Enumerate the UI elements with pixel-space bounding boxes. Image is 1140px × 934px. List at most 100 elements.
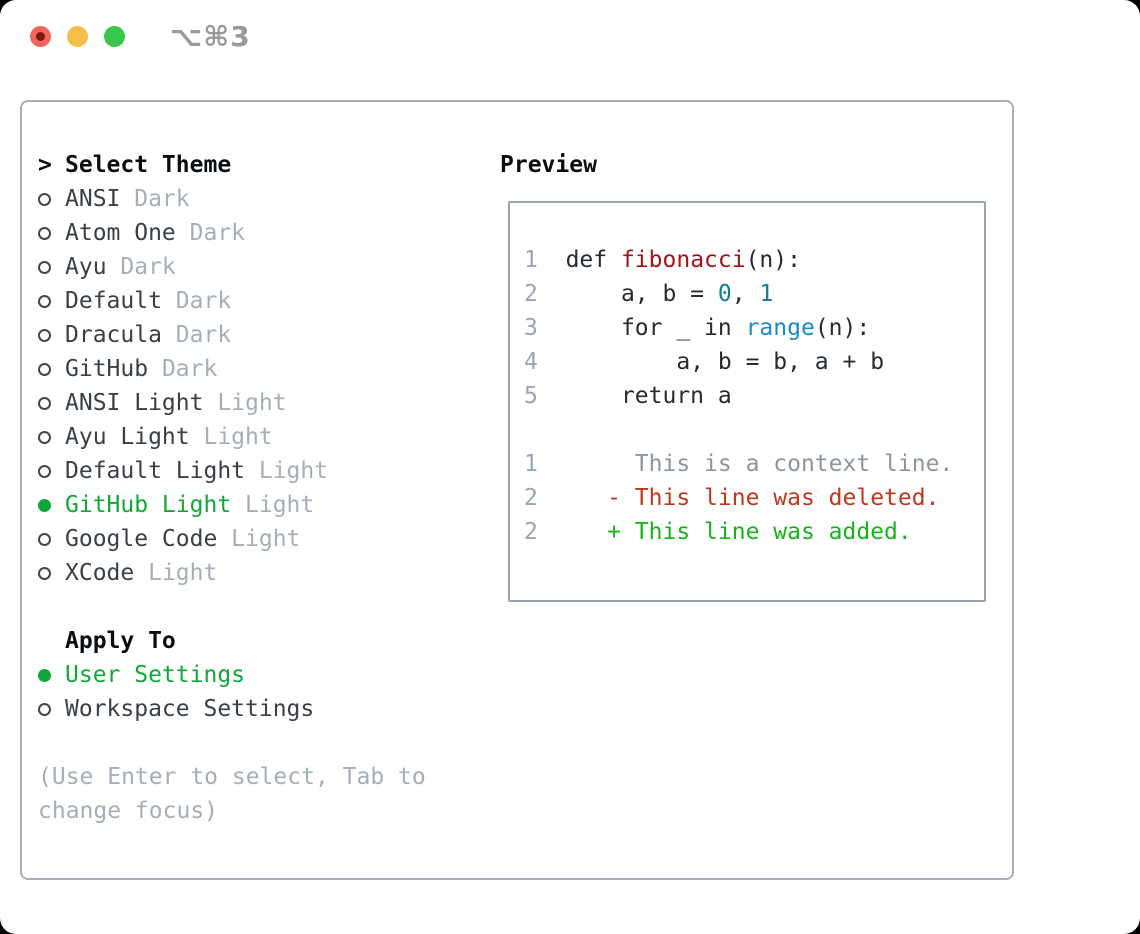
theme-list-item[interactable]: XCode Light bbox=[38, 556, 426, 590]
radio-icon bbox=[38, 566, 51, 580]
zoom-button[interactable] bbox=[104, 26, 125, 47]
close-button[interactable] bbox=[30, 26, 51, 47]
theme-list: ANSI Dark Atom One Dark Ayu Dark Default Da… bbox=[38, 182, 426, 590]
theme-name: Ayu Light bbox=[65, 424, 190, 450]
theme-name: ANSI bbox=[65, 186, 121, 212]
marker-column bbox=[38, 192, 65, 206]
apply-to-label: User Settings bbox=[65, 662, 246, 688]
marker-column bbox=[38, 294, 65, 308]
theme-variant: Light bbox=[217, 526, 301, 552]
theme-name: GitHub bbox=[65, 356, 149, 382]
marker-column bbox=[38, 430, 65, 444]
code-line: 1 This is a context line. bbox=[524, 447, 984, 481]
prompt-arrow-icon: > bbox=[38, 152, 52, 178]
theme-list-item[interactable]: Ayu Dark bbox=[38, 250, 426, 284]
apply-to-option[interactable]: User Settings bbox=[38, 658, 426, 692]
line-number: 5 bbox=[524, 383, 538, 409]
line-number: 1 bbox=[524, 247, 538, 273]
theme-list-item[interactable]: Google Code Light bbox=[38, 522, 426, 556]
code-token: fibonacci bbox=[620, 247, 746, 273]
code-token: a, b = bbox=[537, 281, 718, 307]
theme-name: Dracula bbox=[65, 322, 162, 348]
theme-name: Default Light bbox=[65, 458, 246, 484]
marker-column bbox=[38, 702, 65, 716]
code-token: (n): bbox=[814, 315, 871, 341]
theme-variant: Light bbox=[245, 458, 329, 484]
marker-column bbox=[38, 260, 65, 274]
code-token bbox=[538, 247, 566, 273]
unsaved-indicator-dot bbox=[36, 32, 45, 41]
code-token: a, b = b, a + b bbox=[537, 349, 885, 375]
radio-icon bbox=[38, 702, 51, 716]
marker-column bbox=[38, 532, 65, 546]
apply-to-list: User Settings Workspace Settings bbox=[38, 658, 426, 726]
theme-variant: Dark bbox=[106, 254, 176, 280]
theme-list-item[interactable]: Atom One Dark bbox=[38, 216, 426, 250]
spacer-row bbox=[38, 726, 426, 760]
radio-icon bbox=[38, 532, 51, 546]
apply-to-option[interactable]: Workspace Settings bbox=[38, 692, 426, 726]
code-token: This is a context line. bbox=[537, 451, 954, 477]
theme-list-item[interactable]: GitHub Light Light bbox=[38, 488, 426, 522]
code-line: 2 a, b = 0, 1 bbox=[524, 277, 984, 311]
theme-variant: Dark bbox=[161, 322, 232, 348]
marker-column bbox=[38, 566, 65, 580]
marker-column bbox=[38, 328, 65, 342]
code-line: 2 + This line was added. bbox=[524, 515, 984, 549]
theme-name: Ayu bbox=[65, 254, 107, 280]
radio-icon bbox=[38, 328, 51, 342]
marker-column bbox=[38, 464, 65, 478]
select-theme-header: > Select Theme bbox=[38, 148, 426, 182]
theme-variant: Light bbox=[203, 390, 287, 416]
theme-list-item[interactable]: Default Dark bbox=[38, 284, 426, 318]
radio-icon bbox=[38, 362, 51, 376]
line-number: 2 bbox=[524, 485, 538, 511]
code-token: , bbox=[731, 281, 760, 307]
code-line bbox=[524, 413, 984, 447]
theme-name: GitHub Light bbox=[65, 492, 232, 518]
theme-list-item[interactable]: GitHub Dark bbox=[38, 352, 426, 386]
theme-name: Atom One bbox=[65, 220, 176, 246]
theme-variant: Light bbox=[134, 560, 218, 586]
theme-picker-panel: > Select Theme ANSI Dark Atom One Dark Ayu… bbox=[20, 100, 1014, 880]
radio-icon bbox=[38, 226, 51, 240]
theme-list-item[interactable]: Dracula Dark bbox=[38, 318, 426, 352]
theme-list-column: > Select Theme ANSI Dark Atom One Dark Ayu… bbox=[38, 148, 426, 828]
theme-list-item[interactable]: ANSI Dark bbox=[38, 182, 426, 216]
line-number: 3 bbox=[524, 315, 538, 341]
marker-column: > bbox=[38, 148, 65, 182]
code-token bbox=[538, 519, 607, 545]
theme-variant: Light bbox=[189, 424, 273, 450]
line-number: 2 bbox=[524, 519, 538, 545]
radio-icon bbox=[38, 260, 51, 274]
theme-variant: Dark bbox=[161, 288, 232, 314]
code-line: 2 - This line was deleted. bbox=[524, 481, 984, 515]
code-token: - This line was deleted. bbox=[607, 485, 940, 511]
theme-list-item[interactable]: Ayu Light Light bbox=[38, 420, 426, 454]
theme-variant: Dark bbox=[148, 356, 218, 382]
marker-column bbox=[38, 498, 65, 512]
code-line: 1 def fibonacci(n): bbox=[524, 243, 984, 277]
hint-line: change focus) bbox=[38, 798, 219, 824]
marker-column bbox=[38, 668, 65, 682]
keyboard-hint: (Use Enter to select, Tab to change focus… bbox=[38, 760, 426, 828]
apply-to-header: Apply To bbox=[38, 624, 426, 658]
theme-name: ANSI Light bbox=[65, 390, 204, 416]
theme-variant: Dark bbox=[120, 186, 190, 212]
theme-variant: Light bbox=[231, 492, 315, 518]
minimize-button[interactable] bbox=[67, 26, 88, 47]
apply-to-label: Workspace Settings bbox=[65, 696, 315, 722]
titlebar: ⌥⌘3 bbox=[0, 0, 1140, 72]
radio-icon bbox=[38, 294, 51, 308]
marker-column bbox=[38, 362, 65, 376]
theme-list-item[interactable]: Default Light Light bbox=[38, 454, 426, 488]
code-token: (n): bbox=[745, 247, 801, 273]
theme-name: Default bbox=[65, 288, 162, 314]
radio-icon bbox=[38, 464, 51, 478]
line-number: 1 bbox=[524, 451, 538, 477]
spacer-row bbox=[38, 590, 426, 624]
theme-list-item[interactable]: ANSI Light Light bbox=[38, 386, 426, 420]
